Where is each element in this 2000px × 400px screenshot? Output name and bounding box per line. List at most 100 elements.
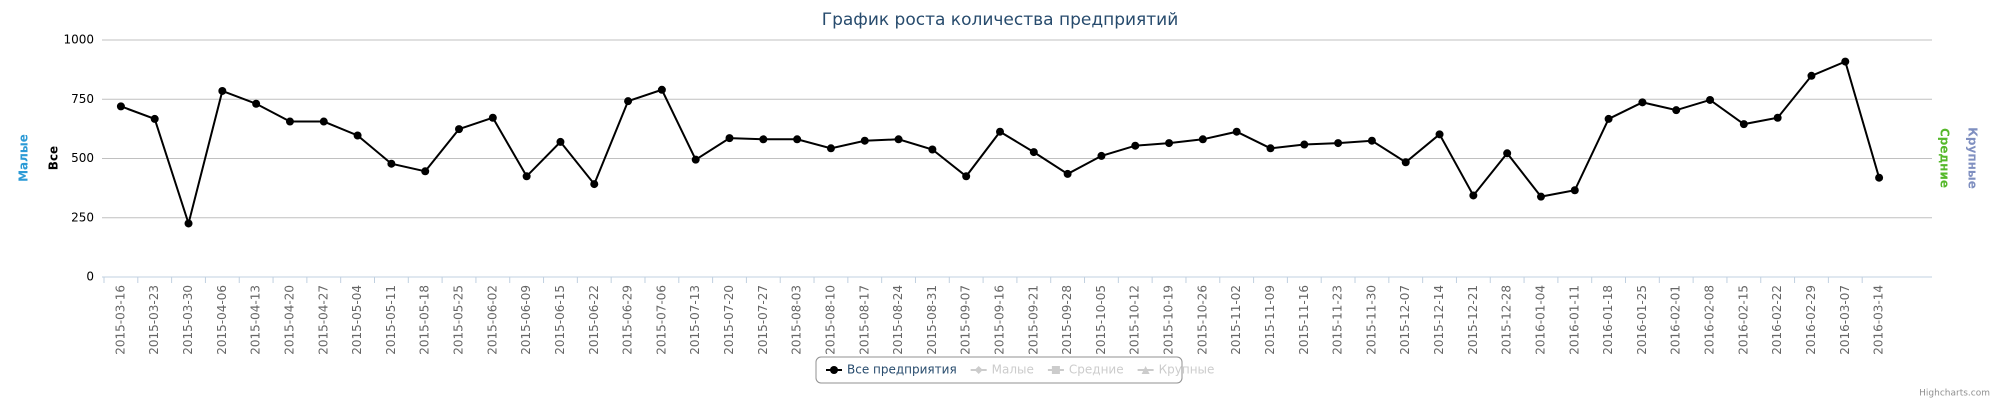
x-tick-label: 2015-10-26 <box>1195 285 1209 355</box>
x-tick-label: 2015-09-16 <box>993 285 1007 355</box>
legend-item[interactable]: Малые <box>992 363 1034 377</box>
x-tick-label: 2015-05-11 <box>384 285 398 355</box>
point <box>624 97 633 106</box>
point <box>1266 144 1275 153</box>
x-tick-label: 2015-08-03 <box>790 285 804 355</box>
legend-symbol <box>974 366 983 374</box>
x-tick-label: 2016-02-22 <box>1770 285 1784 355</box>
x-tick-label: 2015-11-30 <box>1364 285 1378 355</box>
x-tick-label: 2016-02-01 <box>1669 285 1683 355</box>
x-tick-label: 2015-05-04 <box>350 285 364 355</box>
point <box>793 135 802 144</box>
x-tick-label: 2015-04-27 <box>316 285 330 355</box>
x-tick-label: 2016-01-04 <box>1533 285 1547 355</box>
point <box>1604 114 1613 123</box>
x-tick-label: 2015-06-29 <box>621 285 635 355</box>
x-tick-label: 2016-02-08 <box>1703 285 1717 355</box>
x-tick-label: 2015-08-24 <box>891 285 905 355</box>
point <box>319 117 328 126</box>
x-tick-label: 2015-09-28 <box>1060 285 1074 355</box>
legend-item[interactable]: Средние <box>1069 363 1124 377</box>
point <box>996 127 1004 136</box>
point <box>556 137 565 146</box>
legend-symbol <box>1141 366 1150 374</box>
x-tick-label: 2015-04-20 <box>282 285 296 355</box>
x-tick-label: 2015-10-05 <box>1094 285 1108 355</box>
x-tick-label: 2016-01-18 <box>1601 285 1615 355</box>
point <box>1232 127 1241 136</box>
point <box>1875 173 1884 182</box>
credits[interactable]: Highcharts.com <box>1919 389 1990 399</box>
point <box>1739 120 1748 129</box>
x-tick-label: 2015-06-22 <box>587 285 601 355</box>
legend-symbol <box>830 366 838 374</box>
point <box>1672 106 1681 115</box>
legend-symbol <box>1051 366 1060 374</box>
point <box>826 144 835 153</box>
y-tick-label: 250 <box>71 210 94 224</box>
x-tick-label: 2016-01-11 <box>1567 285 1581 355</box>
x-tick-label: 2015-11-23 <box>1331 285 1345 355</box>
point <box>1300 140 1309 149</box>
legend-item[interactable]: Все предприятия <box>847 363 957 377</box>
point <box>657 85 666 94</box>
x-tick-label: 2015-09-07 <box>959 285 973 355</box>
point <box>184 219 193 228</box>
y-tick-label: 500 <box>71 151 94 165</box>
legend-box <box>815 356 1183 384</box>
x-tick-label: 2015-05-25 <box>452 285 466 355</box>
legend-item[interactable]: Крупные <box>1159 363 1215 377</box>
point <box>455 125 464 134</box>
point <box>1401 158 1410 167</box>
x-tick-label: 2015-07-27 <box>756 285 770 355</box>
point <box>1706 95 1715 104</box>
point <box>1435 130 1444 139</box>
point <box>1773 113 1782 122</box>
series-line <box>120 60 1881 228</box>
point <box>1198 135 1207 144</box>
point <box>962 172 971 181</box>
x-tick-label: 2015-04-13 <box>249 285 263 355</box>
x-tick-label: 2015-08-31 <box>925 285 939 355</box>
x-tick-label: 2015-09-21 <box>1026 285 1040 355</box>
x-tick-label: 2015-07-13 <box>688 285 702 355</box>
point <box>590 180 599 189</box>
x-tick-label: 2016-03-07 <box>1838 285 1852 355</box>
y-tick-label: 1000 <box>63 33 94 47</box>
y-axis-title: Все <box>47 146 61 170</box>
y-tick-label: 750 <box>71 92 94 106</box>
x-tick-label: 2015-11-16 <box>1297 285 1311 355</box>
chart-title: График роста количества предприятий <box>822 10 1179 30</box>
point <box>1029 148 1038 157</box>
x-tick-label: 2015-07-06 <box>654 285 668 355</box>
y-axis-title: Средние <box>1938 128 1952 188</box>
point <box>1807 71 1816 80</box>
point <box>387 159 396 168</box>
x-tick-label: 2015-03-30 <box>181 285 195 355</box>
x-tick-label: 2015-03-16 <box>113 285 127 355</box>
point <box>1165 139 1174 148</box>
y-axis-title: Малые <box>17 134 31 182</box>
x-tick-label: 2015-03-23 <box>147 285 161 355</box>
point <box>928 145 937 154</box>
point <box>1131 141 1140 150</box>
x-tick-label: 2016-01-25 <box>1635 285 1649 355</box>
x-tick-label: 2015-07-20 <box>722 285 736 355</box>
x-tick-label: 2015-06-09 <box>519 285 533 355</box>
point <box>1334 139 1343 148</box>
point <box>759 135 768 144</box>
point <box>1503 149 1512 158</box>
y-axis-title: Крупные <box>1966 127 1980 189</box>
point <box>1570 186 1579 195</box>
x-tick-label: 2015-10-12 <box>1128 285 1142 355</box>
x-tick-label: 2016-02-29 <box>1804 285 1818 355</box>
point <box>285 117 294 126</box>
point <box>725 134 734 143</box>
point <box>488 113 497 122</box>
point <box>691 155 700 164</box>
point <box>522 172 531 181</box>
point <box>1063 169 1072 178</box>
x-tick-label: 2015-12-28 <box>1500 285 1514 355</box>
point <box>116 102 125 111</box>
